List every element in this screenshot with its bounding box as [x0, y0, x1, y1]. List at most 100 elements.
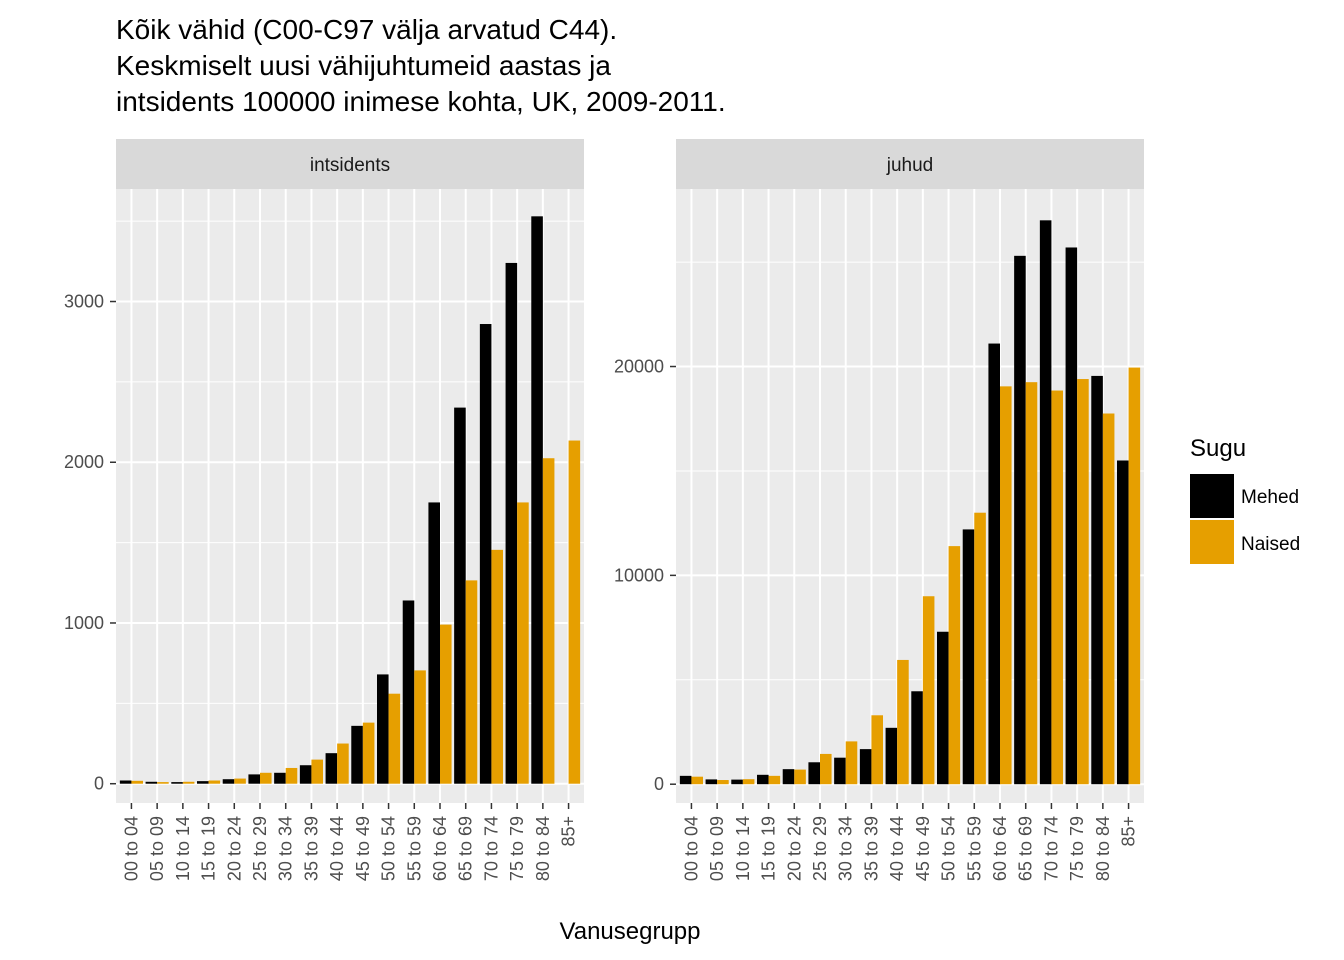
bar-mehed-16 — [1091, 375, 1103, 785]
bar-naised-13 — [465, 580, 478, 784]
x-tick-label: 15 to 19 — [199, 816, 219, 881]
bar-naised-8 — [337, 743, 349, 784]
y-tick-label: 2000 — [64, 452, 104, 472]
legend-key-naised — [1190, 520, 1234, 564]
bar-naised-4 — [794, 769, 806, 785]
x-tick-label: 55 to 59 — [964, 816, 984, 881]
x-tick-label: 60 to 64 — [430, 816, 450, 881]
legend-label-naised: Naised — [1241, 534, 1300, 555]
legend-title: Sugu — [1190, 435, 1246, 462]
bar-mehed-0 — [679, 775, 692, 785]
bar-naised-9 — [922, 596, 935, 785]
bar-mehed-5 — [808, 762, 820, 785]
bar-naised-6 — [285, 767, 298, 784]
x-tick-label: 25 to 29 — [810, 816, 830, 881]
x-tick-label: 40 to 44 — [327, 816, 347, 881]
bar-naised-1 — [717, 780, 729, 785]
bar-mehed-14 — [1039, 220, 1052, 785]
x-tick-label: 30 to 34 — [836, 816, 856, 881]
bar-naised-12 — [440, 624, 452, 784]
bar-naised-6 — [845, 741, 858, 785]
x-tick-label: 05 to 09 — [707, 816, 727, 881]
x-tick-label: 65 to 69 — [1016, 816, 1036, 881]
y-tick-label: 0 — [654, 774, 664, 794]
bar-mehed-16 — [531, 216, 543, 784]
bar-mehed-9 — [911, 691, 923, 785]
chart-title: Kõik vähid (C00-C97 välja arvatud C44). … — [116, 14, 726, 117]
x-tick-label: 70 to 74 — [1041, 816, 1061, 881]
x-tick-label: 70 to 74 — [481, 816, 501, 881]
facet-panels: intsidents 0 1000 2000 3000 00 to 04 05 to 09 1… — [64, 139, 1144, 881]
bar-mehed-11 — [402, 600, 415, 784]
x-tick-label: 50 to 54 — [379, 816, 399, 881]
x-tick-label: 30 to 34 — [276, 816, 296, 881]
bar-naised-7 — [871, 715, 883, 785]
x-tick-label: 55 to 59 — [404, 816, 424, 881]
x-axis-title: Vanusegrupp — [560, 918, 701, 945]
bar-mehed-12 — [988, 343, 1000, 785]
bar-mehed-2 — [731, 779, 743, 785]
x-tick-label: 35 to 39 — [861, 816, 881, 881]
bar-mehed-2 — [171, 782, 183, 784]
bar-mehed-13 — [454, 407, 466, 784]
x-tick-label: 75 to 79 — [507, 816, 527, 881]
bar-naised-11 — [414, 670, 426, 784]
x-tick-label: 25 to 29 — [250, 816, 270, 881]
x-tick-label: 10 to 14 — [173, 816, 193, 881]
x-tick-label: 75 to 79 — [1067, 816, 1087, 881]
title-line-3: intsidents 100000 inimese kohta, UK, 200… — [116, 86, 726, 117]
title-line-2: Keskmiselt uusi vähijuhtumeid aastas ja — [116, 50, 611, 81]
bar-mehed-7 — [299, 765, 312, 784]
bar-mehed-8 — [885, 727, 898, 785]
bar-naised-17 — [1128, 367, 1141, 785]
x-tick-label: 20 to 24 — [784, 816, 804, 881]
bar-naised-0 — [131, 780, 143, 784]
x-tick-label: 05 to 09 — [147, 816, 167, 881]
bar-naised-4 — [234, 778, 246, 784]
facet-panel-intsidents: intsidents 0 1000 2000 3000 00 to 04 05 to 09 1… — [64, 139, 584, 881]
bar-mehed-6 — [274, 772, 286, 784]
bar-mehed-7 — [859, 749, 872, 785]
x-tick-label: 50 to 54 — [939, 816, 959, 881]
bar-naised-2 — [742, 779, 755, 785]
x-tick-label: 85+ — [1119, 816, 1139, 847]
bar-mehed-0 — [119, 780, 132, 784]
bar-mehed-10 — [937, 631, 949, 785]
bar-naised-1 — [157, 782, 169, 784]
bar-naised-15 — [1077, 379, 1089, 785]
bar-naised-17 — [568, 440, 581, 784]
facet-strip — [116, 139, 584, 189]
x-tick-label: 65 to 69 — [456, 816, 476, 881]
bar-mehed-12 — [428, 502, 440, 784]
bar-mehed-1 — [705, 779, 718, 785]
x-tick-label: 40 to 44 — [887, 816, 907, 881]
bar-naised-13 — [1025, 382, 1038, 785]
bar-mehed-3 — [757, 774, 769, 785]
x-tick-label: 45 to 49 — [353, 816, 373, 881]
title-line-1: Kõik vähid (C00-C97 välja arvatud C44). — [116, 14, 617, 45]
facet-panel-juhud: juhud 0 10000 20000 00 to 04 05 to 09 10 to 14… — [614, 139, 1144, 881]
x-tick-label: 35 to 39 — [301, 816, 321, 881]
x-tick-label: 00 to 04 — [121, 816, 141, 881]
bar-naised-3 — [208, 780, 221, 784]
bar-naised-14 — [491, 549, 503, 784]
bar-mehed-13 — [1014, 255, 1026, 785]
x-tick-label: 10 to 14 — [733, 816, 753, 881]
bar-mehed-14 — [479, 324, 492, 784]
bar-mehed-17 — [1117, 460, 1129, 785]
x-tick-label: 45 to 49 — [913, 816, 933, 881]
legend-key-mehed — [1190, 474, 1234, 518]
bar-mehed-5 — [248, 774, 260, 784]
x-tick-label: 80 to 84 — [1093, 816, 1113, 881]
bar-mehed-4 — [222, 779, 235, 784]
bar-mehed-10 — [377, 674, 389, 784]
bar-mehed-9 — [351, 725, 363, 784]
bar-naised-15 — [517, 502, 529, 784]
bar-mehed-4 — [782, 769, 795, 785]
bar-naised-7 — [311, 759, 323, 784]
bar-naised-14 — [1051, 390, 1063, 785]
bar-naised-16 — [1102, 413, 1115, 785]
bar-naised-10 — [948, 546, 961, 785]
x-tick-label: 80 to 84 — [533, 816, 553, 881]
